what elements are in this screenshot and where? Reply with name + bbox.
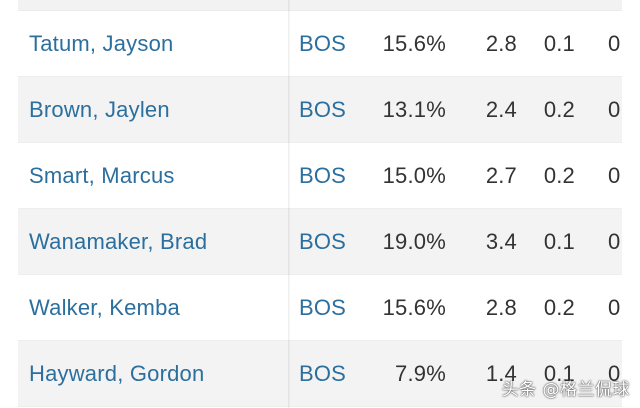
player-name-link[interactable]: Smart, Marcus	[29, 162, 175, 188]
stat-value: 2.8	[485, 294, 517, 320]
team-link[interactable]: BOS	[299, 162, 347, 188]
player-name-link[interactable]: Tatum, Jayson	[29, 30, 174, 56]
percentage-value: 13.1%	[382, 96, 446, 122]
team-link[interactable]: BOS	[299, 360, 347, 386]
table-row: Tatum, Jayson BOS 15.6% 2.8 0.1 0	[18, 11, 622, 77]
stat-value-truncated: 0	[608, 360, 621, 386]
stat-value: 2.8	[485, 30, 517, 56]
stat-value: 2.7	[485, 162, 517, 188]
table-row: Walker, Kemba BOS 15.6% 2.8 0.2 0	[18, 275, 622, 341]
table-row: Hayward, Gordon BOS 7.9% 1.4 0.1 0	[18, 341, 622, 407]
stat-value: 0.2	[543, 162, 575, 188]
stat-value: 2.4	[485, 96, 517, 122]
stat-value: 0.2	[543, 96, 575, 122]
team-link[interactable]: BOS	[299, 96, 347, 122]
table-row: Smart, Marcus BOS 15.0% 2.7 0.2 0	[18, 143, 622, 209]
stat-value-truncated: 0	[608, 96, 621, 122]
watermark-text: 头条 @格兰侃球	[501, 380, 630, 400]
percentage-value: 19.0%	[382, 228, 446, 254]
player-stats-table: Tatum, Jayson BOS 15.6% 2.8 0.1 0 Brown,…	[18, 11, 622, 408]
player-name-link[interactable]: Brown, Jaylen	[29, 96, 170, 122]
percentage-value: 15.6%	[382, 30, 446, 56]
previous-row-edge	[18, 0, 622, 11]
player-name-link[interactable]: Wanamaker, Brad	[29, 228, 208, 254]
stat-value-truncated: 0	[608, 228, 621, 254]
stat-value: 0.1	[543, 360, 575, 386]
team-link[interactable]: BOS	[299, 228, 347, 254]
stat-value-truncated: 0	[608, 162, 621, 188]
percentage-value: 15.0%	[382, 162, 446, 188]
percentage-value: 7.9%	[395, 360, 446, 386]
team-link[interactable]: BOS	[299, 30, 347, 56]
table-row: Wanamaker, Brad BOS 19.0% 3.4 0.1 0	[18, 209, 622, 275]
table-row: Brown, Jaylen BOS 13.1% 2.4 0.2 0	[18, 77, 622, 143]
stat-value: 1.4	[485, 360, 517, 386]
stat-value: 0.2	[543, 294, 575, 320]
stat-value-truncated: 0	[608, 30, 621, 56]
stat-value: 3.4	[485, 228, 517, 254]
percentage-value: 15.6%	[382, 294, 446, 320]
player-name-link[interactable]: Hayward, Gordon	[29, 360, 205, 386]
stat-value: 0.1	[543, 228, 575, 254]
stat-value-truncated: 0	[608, 294, 621, 320]
stat-value: 0.1	[543, 30, 575, 56]
player-name-link[interactable]: Walker, Kemba	[29, 294, 180, 320]
team-link[interactable]: BOS	[299, 294, 347, 320]
